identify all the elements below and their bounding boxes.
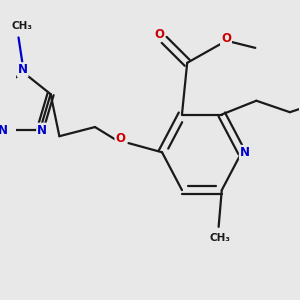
- Text: CH₃: CH₃: [11, 21, 32, 31]
- Text: N: N: [0, 124, 8, 136]
- Text: N: N: [37, 124, 47, 136]
- Text: O: O: [116, 132, 125, 145]
- Text: N: N: [18, 63, 28, 76]
- Text: O: O: [221, 32, 231, 45]
- Text: N: N: [240, 146, 250, 159]
- Text: CH₃: CH₃: [209, 233, 230, 243]
- Text: O: O: [154, 28, 164, 40]
